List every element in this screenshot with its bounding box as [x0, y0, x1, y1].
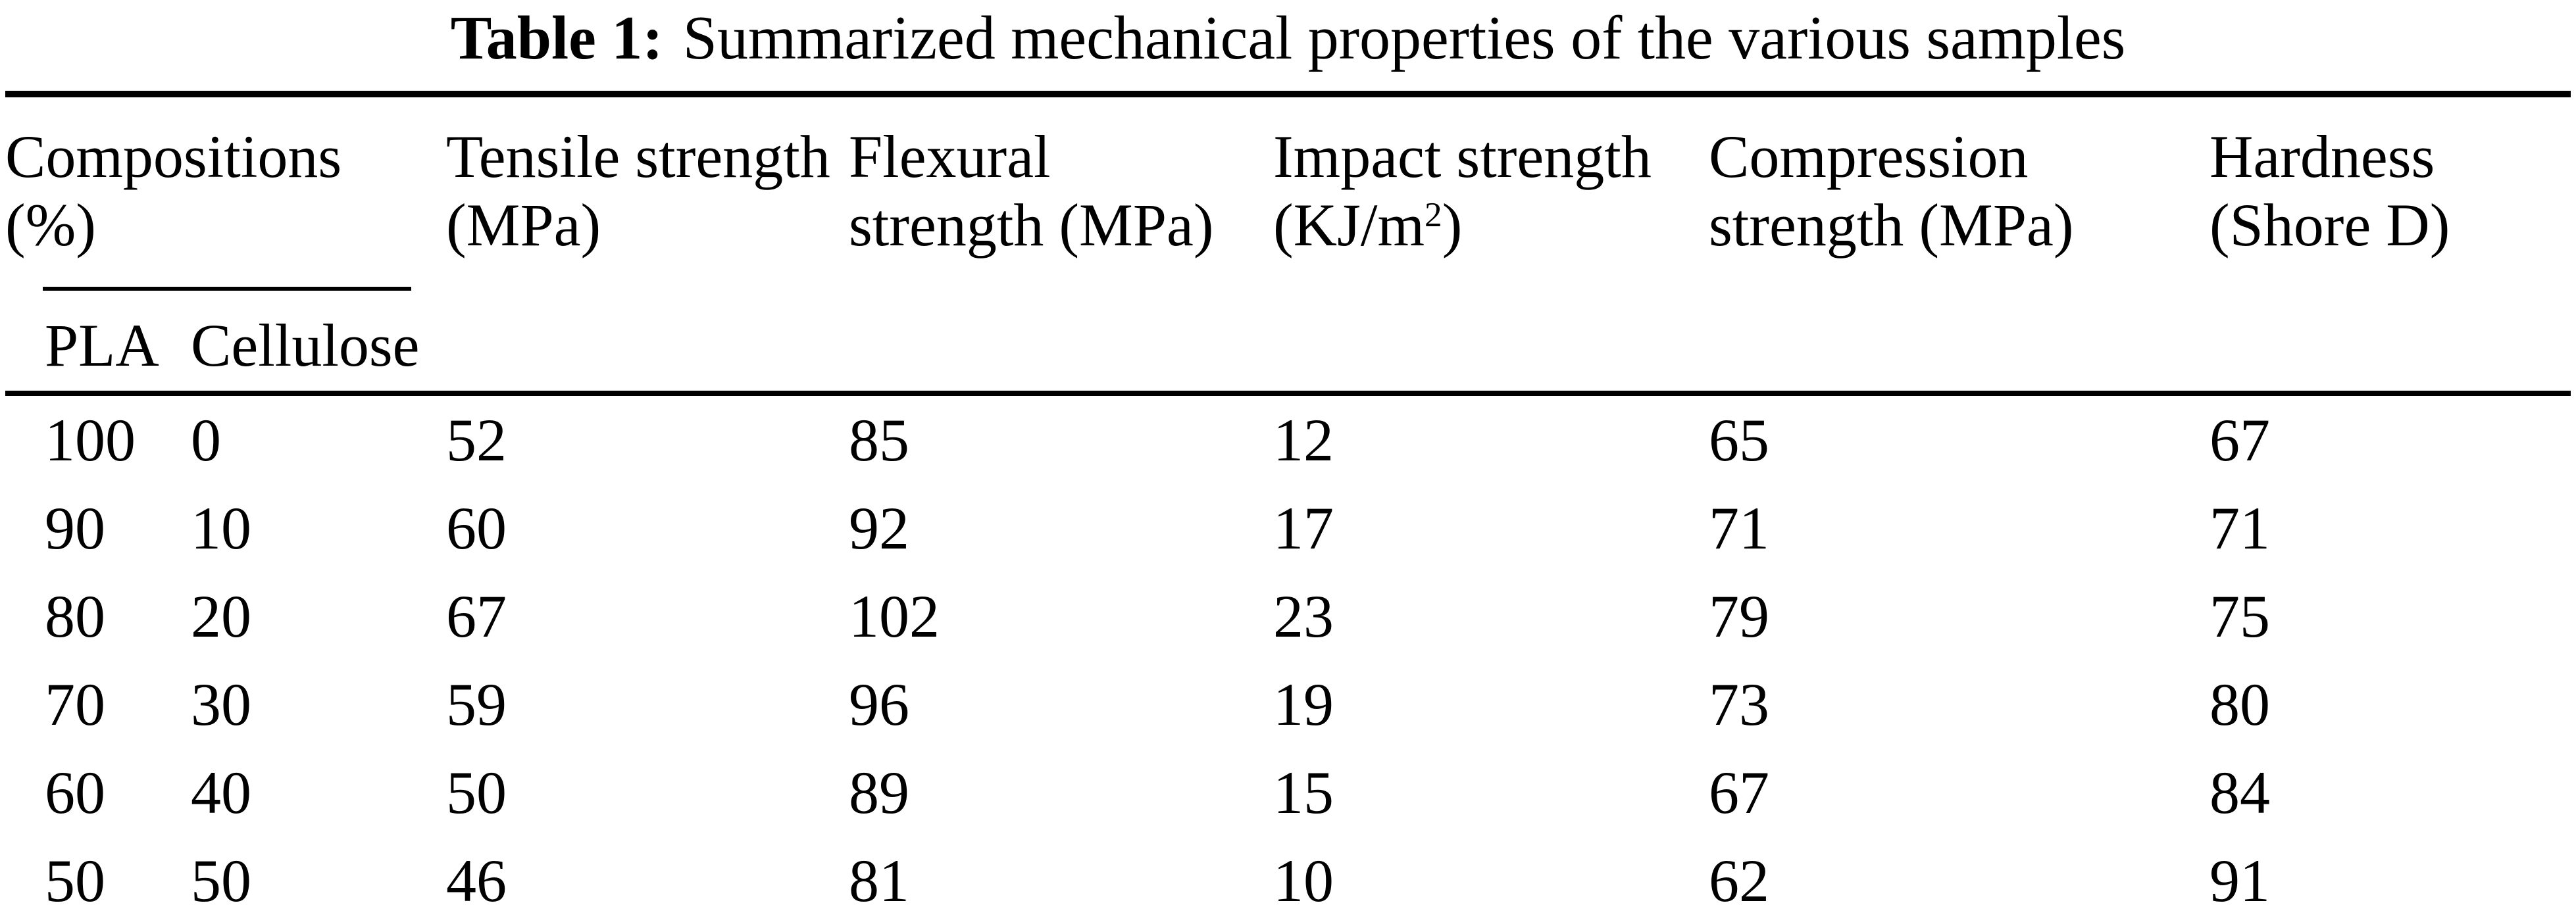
cell-compression: 65 — [1709, 406, 1769, 474]
cell-hardness: 91 — [2210, 847, 2270, 905]
cell-compression: 73 — [1709, 671, 1769, 738]
cell-cellulose: 30 — [191, 671, 251, 738]
cell-cellulose: 10 — [191, 495, 251, 562]
cell-cellulose: 40 — [191, 759, 251, 826]
empty-cell — [446, 291, 849, 396]
table-row: 50 50 46 81 10 62 91 — [5, 837, 2571, 905]
empty-cell — [1709, 291, 2210, 396]
cell-compression: 67 — [1709, 759, 1769, 826]
cell-pla: 80 — [45, 583, 105, 650]
sub-header-cellulose: Cellulose — [191, 291, 446, 396]
cell-impact: 19 — [1273, 671, 1334, 738]
empty-cell — [849, 291, 1273, 396]
table-row: 100 0 52 85 12 65 67 — [5, 393, 2571, 484]
sub-header-row: PLA Cellulose — [5, 291, 2571, 396]
table-caption-text: Summarized mechanical properties of the … — [682, 4, 2126, 72]
empty-cell — [2210, 291, 2571, 396]
header-hardness: Hardness (Shore D) — [2210, 123, 2450, 258]
cell-pla: 70 — [45, 671, 105, 738]
cell-flexural: 96 — [849, 671, 909, 738]
cell-pla: 50 — [45, 847, 105, 905]
cell-cellulose: 0 — [191, 406, 221, 474]
cell-hardness: 75 — [2210, 583, 2270, 650]
cell-flexural: 102 — [849, 583, 940, 650]
cell-hardness: 67 — [2210, 406, 2270, 474]
table-row: 80 20 67 102 23 79 75 — [5, 572, 2571, 660]
cell-tensile: 59 — [446, 671, 507, 738]
cell-cellulose: 50 — [191, 847, 251, 905]
cell-flexural: 89 — [849, 759, 909, 826]
header-compositions-line1: Compositions — [5, 123, 342, 190]
cell-pla: 90 — [45, 495, 105, 562]
table-caption-label: Table 1: — [450, 4, 663, 72]
cell-tensile: 52 — [446, 406, 507, 474]
cell-pla: 100 — [45, 406, 136, 474]
table-caption: Table 1: Summarized mechanical properties… — [0, 1, 2576, 75]
cell-hardness: 71 — [2210, 495, 2270, 562]
cell-compression: 71 — [1709, 495, 1769, 562]
mechanical-properties-table: Compositions (%) Tensile strength (MPa) … — [5, 91, 2571, 905]
cell-impact: 23 — [1273, 583, 1334, 650]
cell-impact: 12 — [1273, 406, 1334, 474]
cell-hardness: 80 — [2210, 671, 2270, 738]
cell-tensile: 67 — [446, 583, 507, 650]
cell-hardness: 84 — [2210, 759, 2270, 826]
header-row: Compositions (%) Tensile strength (MPa) … — [5, 94, 2571, 291]
sub-header-pla: PLA — [5, 291, 191, 396]
impact-unit-superscript: 2 — [1425, 194, 1442, 234]
header-impact-strength: Impact strength (KJ/m2) — [1273, 123, 1652, 258]
cell-tensile: 50 — [446, 759, 507, 826]
cell-compression: 79 — [1709, 583, 1769, 650]
header-compositions: Compositions (%) — [5, 94, 446, 291]
cell-tensile: 60 — [446, 495, 507, 562]
header-compression-strength: Compression strength (MPa) — [1709, 123, 2074, 258]
cell-flexural: 85 — [849, 406, 909, 474]
cell-impact: 15 — [1273, 759, 1334, 826]
empty-cell — [1273, 291, 1709, 396]
cell-compression: 62 — [1709, 847, 1769, 905]
header-flexural-strength: Flexural strength (MPa) — [849, 123, 1214, 258]
cell-cellulose: 20 — [191, 583, 251, 650]
cell-tensile: 46 — [446, 847, 507, 905]
header-tensile-strength: Tensile strength (MPa) — [446, 123, 830, 258]
compositions-underline — [43, 287, 411, 291]
table-row: 90 10 60 92 17 71 71 — [5, 484, 2571, 572]
table-row: 60 40 50 89 15 67 84 — [5, 748, 2571, 837]
cell-impact: 10 — [1273, 847, 1334, 905]
cell-pla: 60 — [45, 759, 105, 826]
header-compositions-line2: (%) — [5, 191, 96, 258]
cell-flexural: 92 — [849, 495, 909, 562]
table-row: 70 30 59 96 19 73 80 — [5, 660, 2571, 748]
cell-impact: 17 — [1273, 495, 1334, 562]
cell-flexural: 81 — [849, 847, 909, 905]
